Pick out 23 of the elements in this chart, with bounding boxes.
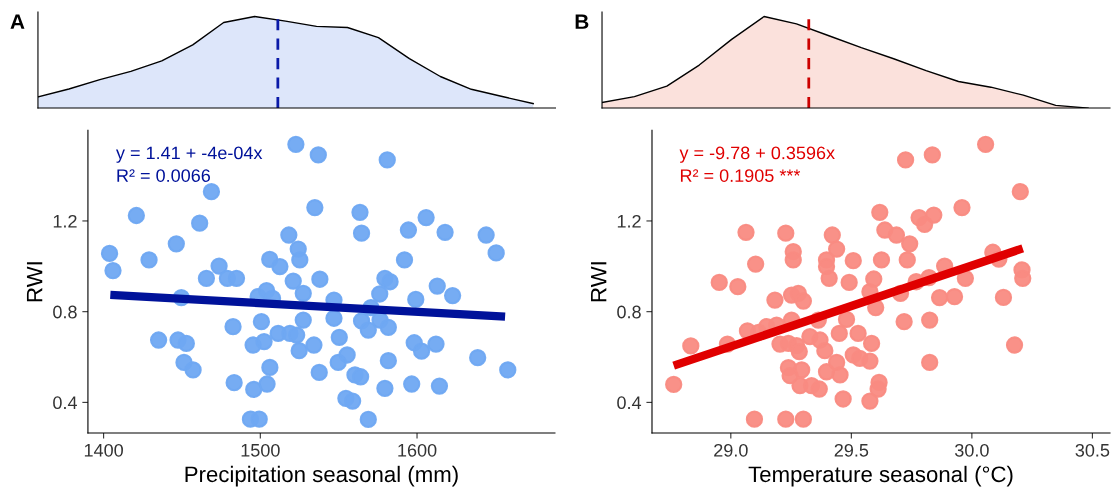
annotation: y = 1.41 + -4e-04x [115,146,263,163]
x-tick-label: 30.0 [954,443,989,457]
x-axis-title: Precipitation seasonal (mm) [185,465,458,487]
x-axis-title: Temperature seasonal (°C) [748,465,1013,487]
y-tick-label: 1.2 [617,214,641,228]
y-tick-label: 1.2 [53,214,77,228]
x-tick-label: 1400 [84,443,123,457]
annotation: y = -9.78 + 0.3596x [679,146,835,163]
annotation: R² = 0.1905 *** [680,169,801,183]
x-tick-label: 30.5 [1075,443,1110,457]
y-tick-label: 0.4 [617,396,642,410]
x-tick-label: 29.0 [714,443,748,457]
y-tick-label: 0.8 [617,305,641,319]
y-axis-title: RWI [26,262,43,302]
y-tick-label: 0.4 [53,396,77,410]
x-tick-label: 1500 [241,443,280,457]
chart-title: B [575,14,589,29]
x-tick-label: 29.5 [834,443,869,457]
annotation: R² = 0.0066 [117,169,211,183]
x-tick-label: 1600 [398,443,437,457]
chart-title: A [10,14,25,29]
y-axis-title: RWI [591,262,607,302]
y-tick-label: 0.8 [53,305,77,319]
